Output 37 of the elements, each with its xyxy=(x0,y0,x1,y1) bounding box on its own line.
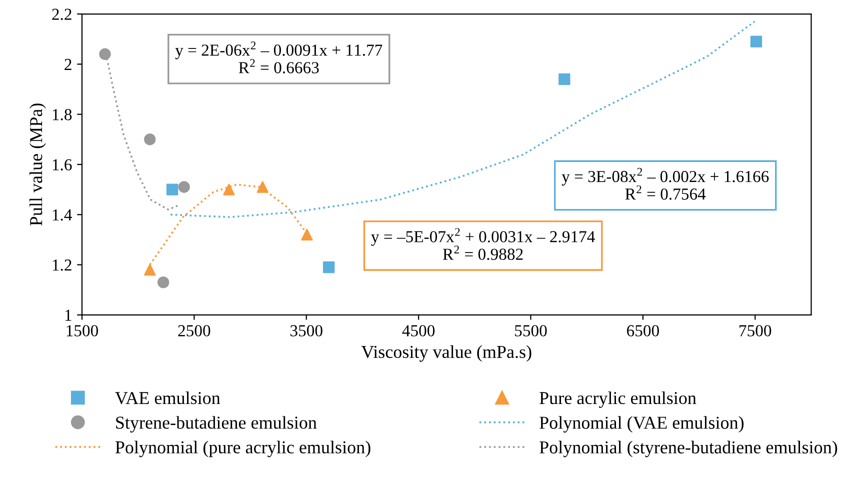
point xyxy=(750,36,762,48)
legend-label: Polynomial (VAE emulsion) xyxy=(540,416,744,433)
annotation: y = 3E-08x$^{2}$ – 0.002x + 1.6166 R$^{2}$ = 0.7564 xyxy=(562,168,769,200)
legend-label: VAE emulsion xyxy=(115,391,220,404)
legend-label: Styrene-butadiene emulsion xyxy=(116,416,317,432)
x-tick-label: 6500 xyxy=(626,325,659,336)
y-tick-label: 1.4 xyxy=(52,209,72,221)
x-tick-label: 2500 xyxy=(178,325,210,336)
point xyxy=(558,73,570,86)
x-tick-label: 5500 xyxy=(515,325,547,336)
point xyxy=(301,228,313,241)
point xyxy=(157,276,170,288)
point xyxy=(144,134,156,146)
point xyxy=(144,264,156,276)
point xyxy=(178,181,190,193)
y-tick-label: 2.2 xyxy=(52,8,72,20)
legend-label: Pure acrylic emulsion xyxy=(540,391,696,408)
point xyxy=(256,181,268,193)
legend-label: Polynomial (styrene-butadiene emulsion) xyxy=(540,440,838,458)
x-tick-label: 3500 xyxy=(290,325,322,336)
x-tick-label: 1500 xyxy=(66,325,98,336)
y-axis-title: Pull value (MPa) xyxy=(30,104,46,226)
y-tick-label: 2 xyxy=(64,58,72,70)
x-axis-title: Viscosity value (mPa.s) xyxy=(361,345,532,362)
point xyxy=(166,184,178,196)
y-tick-label: 1.6 xyxy=(52,159,72,170)
legend-label: Polynomial (pure acrylic emulsion) xyxy=(115,440,370,458)
y-tick-label: 1.8 xyxy=(52,109,72,120)
annotation: y = –5E-07x$^{2}$ + 0.0031x – 2.9174 R$^{2}$ = 0.9882 xyxy=(371,228,595,260)
y-tick-label: 1.2 xyxy=(52,260,72,271)
point xyxy=(322,261,335,274)
point xyxy=(223,184,235,196)
y-tick-label: 1 xyxy=(65,310,72,321)
annotation: y = 2E-06x$^{2}$ – 0.0091x + 11.77 R$^{2}$ = 0.6663 xyxy=(175,42,382,74)
x-tick-label: 4500 xyxy=(402,325,435,336)
x-tick-label: 7500 xyxy=(740,325,772,336)
point xyxy=(99,48,111,60)
